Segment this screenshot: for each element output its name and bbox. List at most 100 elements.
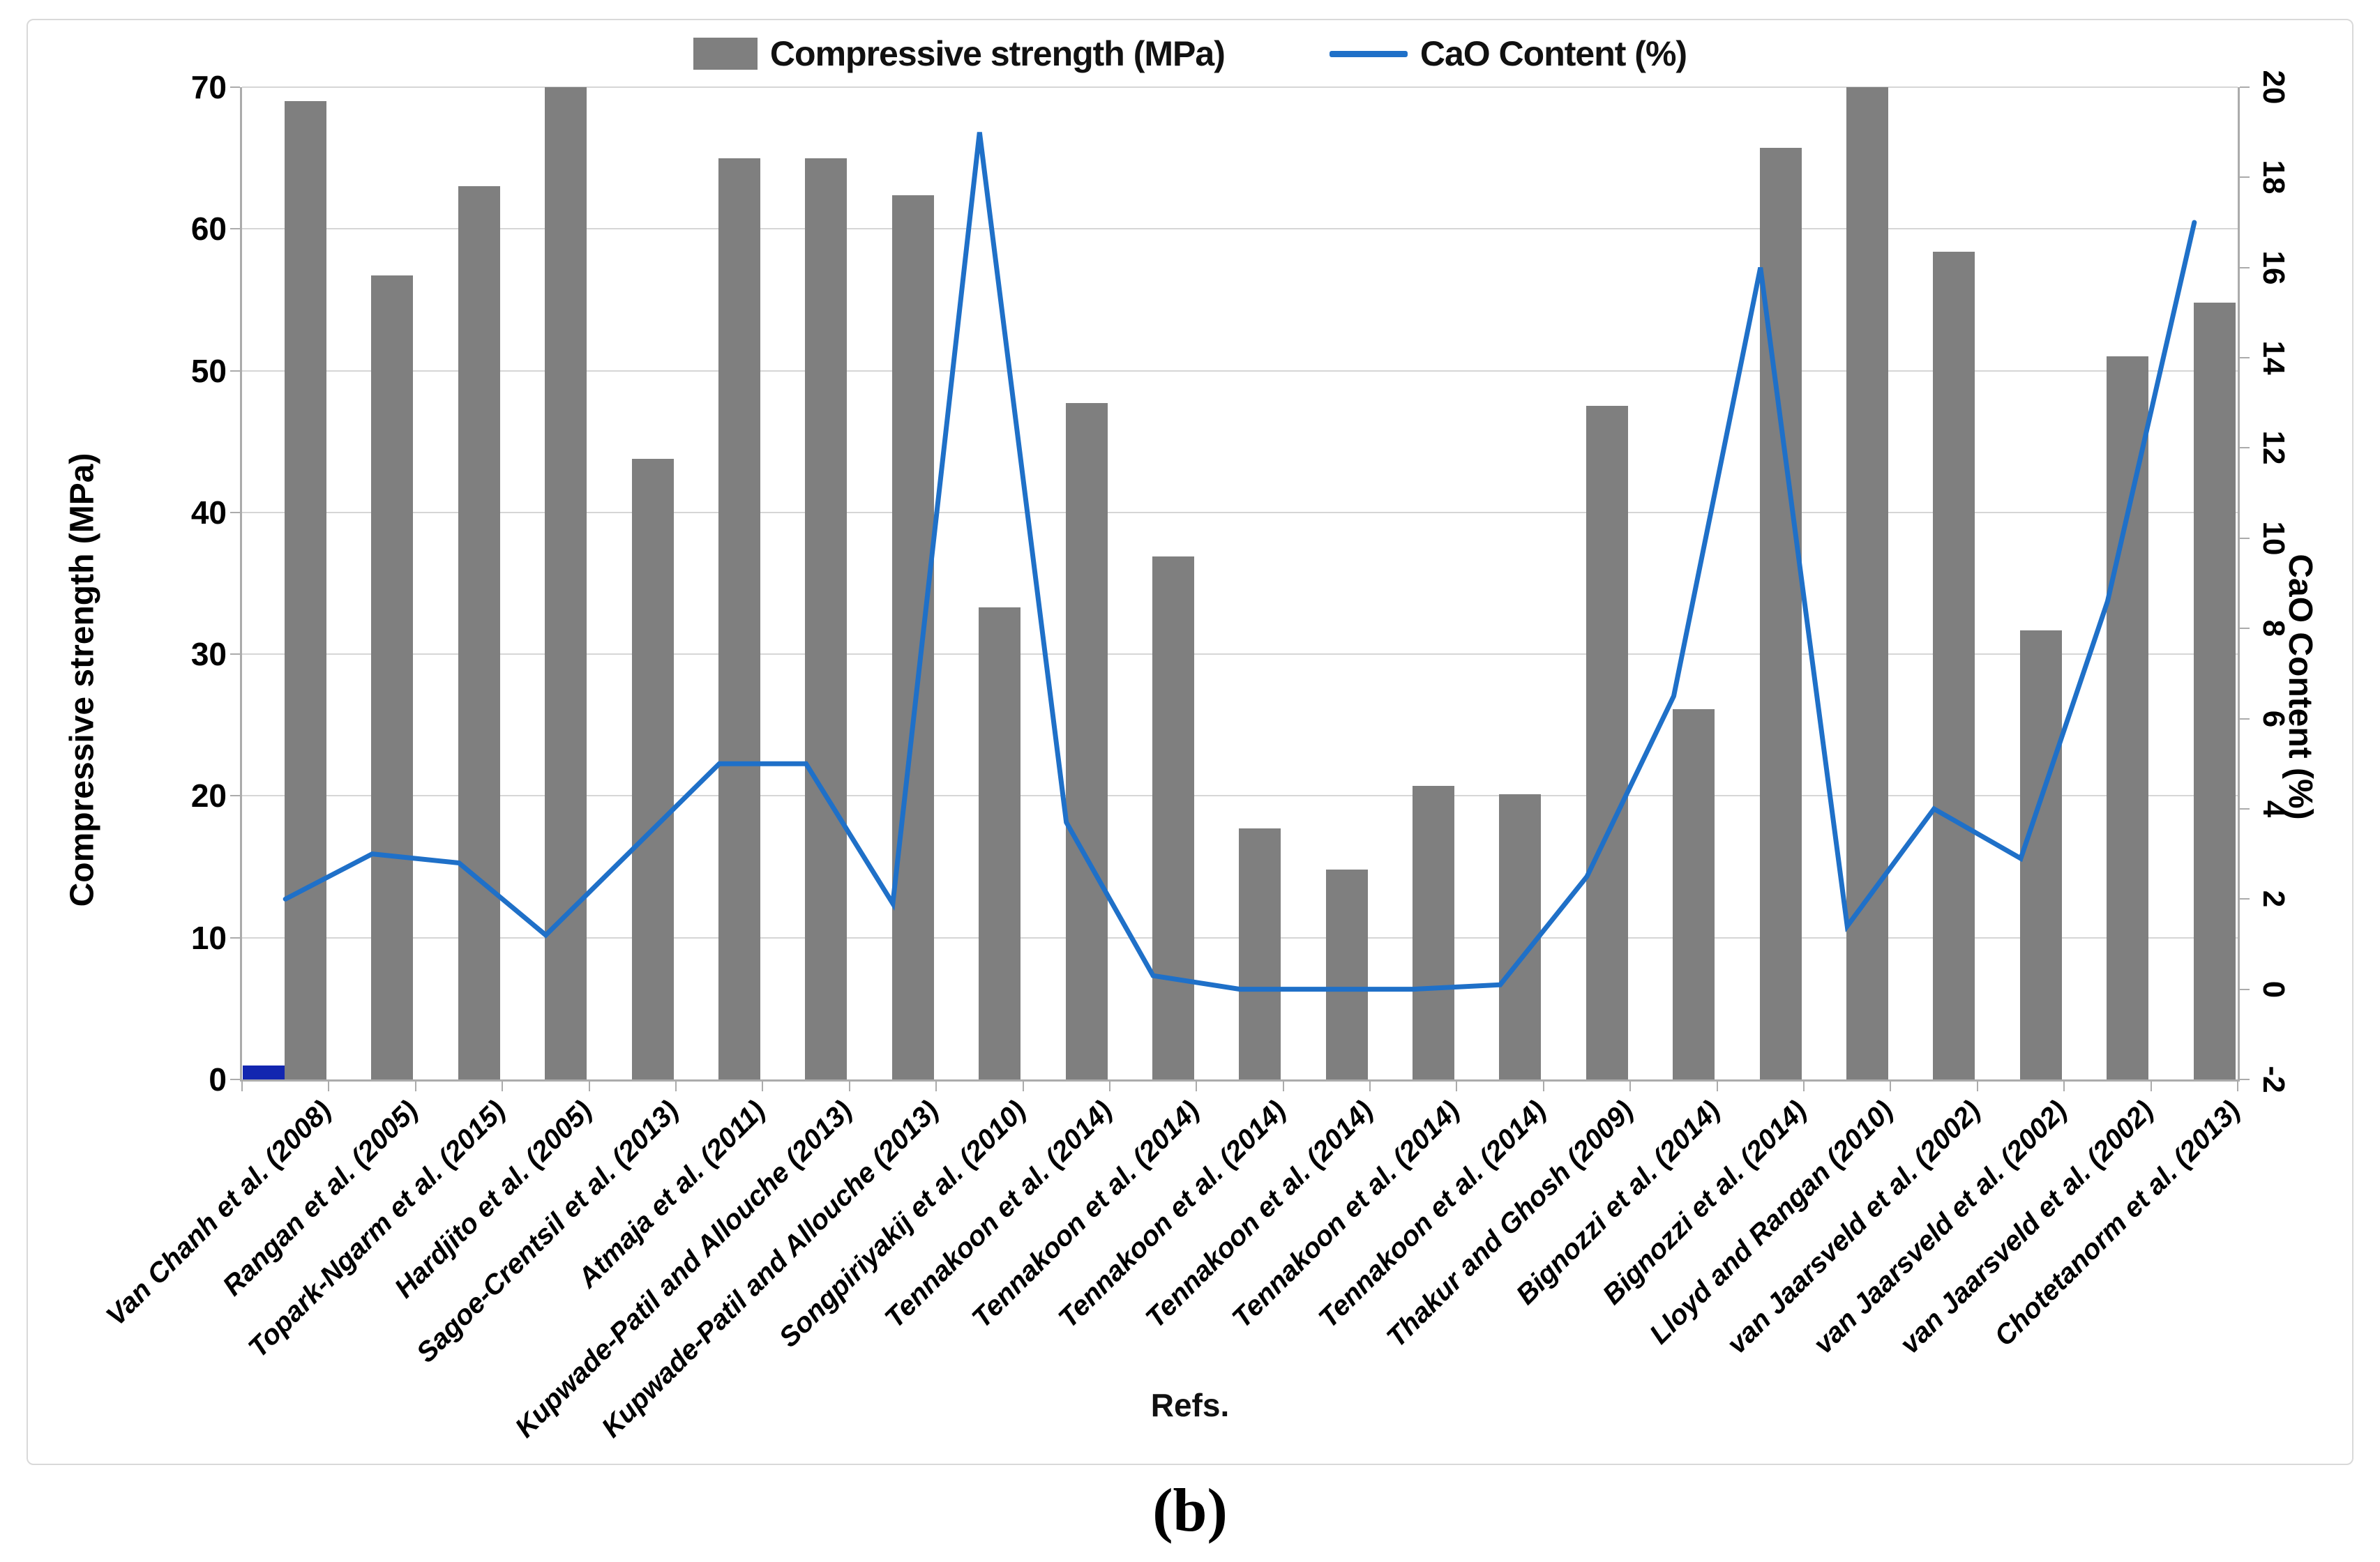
bar [805,158,848,1079]
bar [2193,303,2236,1079]
bar [1586,406,1628,1079]
left-tick-label: 20 [190,778,227,814]
gridline [242,653,2238,655]
right-axis-title: CaO Content (%) [2282,554,2319,820]
plot-area: 0 10 20 30 40 50 60 70 -2 0 2 4 6 8 10 12 14 16 18 20 Van Ch… [100,69,2291,1443]
x-tick [1108,1082,1110,1091]
bar [2019,630,2062,1079]
right-tick [2240,1079,2250,1080]
right-tick [2240,266,2250,268]
bar [1152,556,1194,1079]
x-tick [2237,1082,2238,1091]
line-swatch-icon [1329,50,1408,57]
x-tick [414,1082,416,1091]
bar [631,458,674,1079]
x-tick [762,1082,764,1091]
x-tick [1890,1082,1892,1091]
legend-item-bar: Compressive strength (MPa) [693,33,1226,74]
right-tick-label: 16 [2257,250,2291,285]
x-tick [2063,1082,2065,1091]
bar [891,195,934,1079]
bar [1413,786,1455,1079]
right-tick-label: 2 [2257,890,2291,908]
x-tick [1456,1082,1458,1091]
x-tick [1803,1082,1805,1091]
x-tick [1369,1082,1371,1091]
bar-swatch-icon [693,38,758,70]
x-tick [241,1082,243,1091]
right-tick [2240,718,2250,720]
left-tick-label: 0 [209,1061,227,1098]
legend: Compressive strength (MPa) CaO Content (… [0,33,2380,74]
x-axis-line [240,1079,2240,1082]
gridline [242,86,2238,88]
bar [285,101,326,1079]
left-tick [230,86,240,88]
right-tick-label: 12 [2257,430,2291,465]
left-axis-title: Compressive strength (MPa) [63,453,101,907]
legend-line-label: CaO Content (%) [1419,34,1687,73]
x-axis-title: Refs. [1150,1387,1230,1423]
bar [458,186,500,1079]
x-tick [1022,1082,1024,1091]
left-tick [230,653,240,655]
bar [1499,794,1542,1079]
left-tick [230,511,240,513]
left-tick [230,1079,240,1080]
left-tick-label: 60 [190,211,227,248]
right-tick [2240,176,2250,179]
x-tick [502,1082,504,1091]
x-tick [1196,1082,1198,1091]
left-tick [230,228,240,230]
legend-item-line: CaO Content (%) [1329,33,1687,74]
bar [371,275,414,1079]
bar [979,607,1021,1079]
right-tick-label: 10 [2257,521,2291,556]
right-tick [2240,807,2250,810]
left-tick [230,795,240,797]
right-tick-label: 4 [2257,800,2291,818]
right-tick [2240,86,2250,88]
right-tick [2240,898,2250,900]
right-tick-label: 8 [2257,619,2291,637]
left-tick [230,370,240,372]
left-tick-label: 10 [190,919,227,956]
x-tick [2150,1082,2152,1091]
bar [1325,870,1368,1079]
left-axis-line [240,87,242,1082]
right-tick [2240,988,2250,990]
left-tick-label: 50 [190,352,227,389]
x-tick [1976,1082,1978,1091]
cao-line-layer [283,132,2197,992]
bar [2107,356,2149,1079]
gridline [242,795,2238,797]
legend-bar-label: Compressive strength (MPa) [769,34,1226,73]
highlight-bar [243,1065,285,1079]
bar [1065,403,1108,1079]
x-tick [1282,1082,1284,1091]
left-tick-label: 40 [190,494,227,531]
bar [1239,828,1281,1079]
left-tick-label: 70 [190,69,227,105]
bar [718,158,760,1079]
left-tick-label: 30 [190,636,227,673]
x-tick [328,1082,330,1091]
figure-caption: (b) [1152,1477,1228,1545]
bar [1673,709,1715,1079]
right-tick-label: 14 [2257,340,2291,375]
x-tick [1716,1082,1718,1091]
left-tick [230,937,240,939]
gridline [242,511,2238,513]
right-tick-label: -2 [2257,1066,2291,1093]
x-tick [675,1082,677,1091]
x-tick [588,1082,590,1091]
right-axis-line [2238,87,2240,1082]
right-tick-label: 6 [2257,710,2291,727]
cao-line [283,132,2197,992]
x-tick [935,1082,937,1091]
right-tick [2240,357,2250,359]
gridline [242,370,2238,372]
right-tick [2240,628,2250,630]
right-tick-label: 20 [2257,70,2291,105]
